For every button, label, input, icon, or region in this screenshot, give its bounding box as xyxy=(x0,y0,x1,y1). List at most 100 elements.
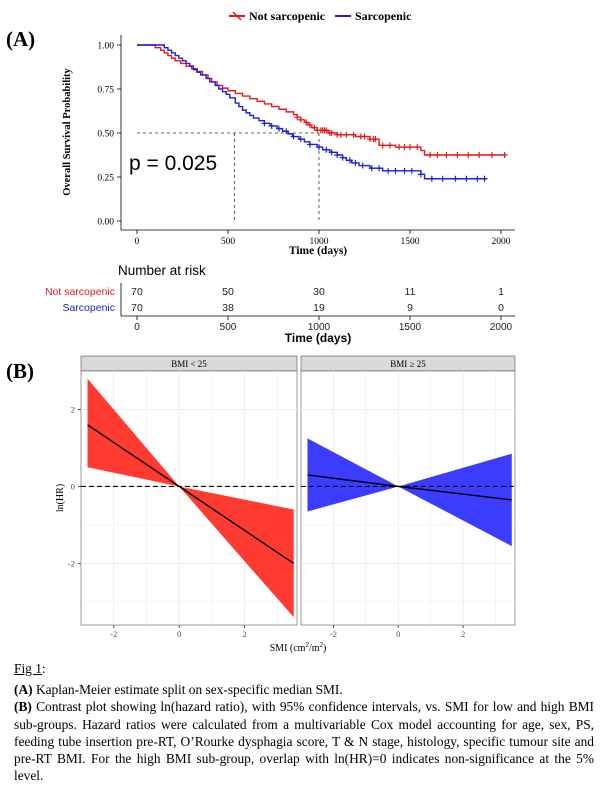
km-legend: Not sarcopenic Sarcopenic xyxy=(229,9,412,23)
risk-cell: 19 xyxy=(313,302,325,314)
censor-mark xyxy=(465,152,472,158)
km-x-tick-label: 1000 xyxy=(310,237,329,247)
risk-cell: 38 xyxy=(222,302,234,314)
censor-mark xyxy=(417,171,424,178)
risk-cell: 9 xyxy=(407,302,413,314)
censor-mark xyxy=(372,136,379,143)
censor-mark xyxy=(339,154,346,161)
caption-panel-a: (A) Kaplan-Meier estimate split on sex-s… xyxy=(14,681,594,698)
censor-mark xyxy=(454,152,461,158)
caption-fig-colon: : xyxy=(41,661,46,676)
facet-label-high-bmi: BMI ≥ 25 xyxy=(390,359,426,369)
risk-table-title: Number at risk xyxy=(118,263,206,278)
caption-fig-label: Fig 1 xyxy=(14,661,42,676)
legend-censor-not-sarcopenic xyxy=(232,11,242,21)
censor-mark xyxy=(396,144,403,151)
censor-mark xyxy=(352,159,359,166)
contrast-plot: BMI < 25 BMI ≥ 25 -2 0 2 -2 0 2 -2 0 2 ln(HR) SM… xyxy=(55,355,516,654)
censor-mark xyxy=(323,146,330,153)
censor-mark xyxy=(386,142,393,149)
censor-mark xyxy=(376,165,383,172)
km-x-axis-label: Time (days) xyxy=(289,245,347,257)
risk-x-axis-label: Time (days) xyxy=(285,331,351,345)
censor-mark xyxy=(350,131,357,138)
censor-mark xyxy=(379,142,386,149)
p-value-annotation: p = 0.025 xyxy=(129,152,217,175)
censor-mark xyxy=(361,133,368,140)
risk-row-label-not-sarcopenic: Not sarcopenic xyxy=(45,286,115,298)
panel-b-label: (B) xyxy=(6,359,34,383)
censor-mark xyxy=(401,167,408,174)
caption-b-text: Contrast plot showing ln(hazard ratio), … xyxy=(14,699,594,784)
risk-x-tick-label: 2000 xyxy=(490,322,513,333)
risk-cell: 70 xyxy=(131,286,143,298)
caption-a-label: (A) xyxy=(14,682,33,698)
censor-mark xyxy=(474,175,481,182)
km-y-ticks: 0.00 0.25 0.50 0.75 1.00 xyxy=(97,42,121,228)
contrast-x-tick-label: 0 xyxy=(396,629,400,639)
censor-mark xyxy=(294,114,301,121)
facet-label-low-bmi: BMI < 25 xyxy=(171,359,207,369)
censor-mark xyxy=(323,127,330,134)
risk-x-ticks: 0 500 1000 1500 2000 xyxy=(134,316,513,333)
caption-b-label: (B) xyxy=(14,699,32,715)
legend-label-not-sarcopenic: Not sarcopenic xyxy=(249,9,326,23)
km-y-tick-label: 0.00 xyxy=(97,218,114,228)
censor-mark xyxy=(334,152,341,158)
km-x-tick-label: 500 xyxy=(221,237,236,247)
km-y-tick-label: 0.50 xyxy=(97,130,114,140)
censor-mark xyxy=(488,152,495,158)
contrast-x-tick-label: -2 xyxy=(110,629,117,639)
censor-mark xyxy=(368,165,375,172)
censor-mark xyxy=(443,152,450,158)
contrast-x-tick-label: -2 xyxy=(330,629,337,639)
contrast-x-tick-label: 2 xyxy=(461,629,465,639)
km-plot: 0.00 0.25 0.50 0.75 1.00 0 500 1000 1500 2000 Ti… xyxy=(62,35,515,257)
censor-mark xyxy=(476,152,483,158)
caption-a-text: Kaplan-Meier estimate split on sex-speci… xyxy=(32,682,343,698)
risk-cell: 11 xyxy=(405,286,416,298)
risk-cells: 70 50 30 11 170 38 19 9 0 xyxy=(131,286,504,314)
contrast-y-tick-label: 2 xyxy=(71,404,75,414)
censor-mark xyxy=(306,122,313,129)
censor-mark xyxy=(303,119,310,126)
risk-x-tick-label: 500 xyxy=(220,322,237,333)
risk-x-tick-label: 1000 xyxy=(308,322,331,333)
confidence-band-low-bmi xyxy=(87,378,294,618)
km-y-axis-label: Overall Survival Probability xyxy=(62,67,73,195)
censor-mark xyxy=(452,175,459,182)
km-y-tick-label: 0.75 xyxy=(97,86,114,96)
risk-cell: 1 xyxy=(498,286,504,298)
censor-mark xyxy=(346,157,353,164)
contrast-x-tick-label: 0 xyxy=(177,629,181,639)
censor-mark xyxy=(439,175,446,182)
risk-row-label-sarcopenic: Sarcopenic xyxy=(62,302,115,314)
censor-mark xyxy=(328,130,335,136)
median-reference-lines xyxy=(137,132,320,221)
contrast-y-axis-label: ln(HR) xyxy=(55,484,66,512)
censor-mark xyxy=(316,144,322,151)
km-y-tick-label: 0.25 xyxy=(97,174,114,184)
censor-mark xyxy=(427,152,434,158)
contrast-x-tick-label: 2 xyxy=(243,629,247,639)
censor-mark xyxy=(414,144,421,151)
contrast-y-tick-label: -2 xyxy=(68,558,75,568)
km-x-tick-label: 0 xyxy=(135,237,140,247)
contrast-y-tick-label: 0 xyxy=(71,481,75,491)
risk-cell: 30 xyxy=(313,286,325,298)
censor-mark xyxy=(290,133,297,140)
confidence-band-high-bmi xyxy=(307,438,512,547)
censor-mark xyxy=(434,152,441,158)
contrast-x-axis-label: SMI (cm2/m2) xyxy=(270,641,327,654)
censor-mark xyxy=(392,167,399,174)
panel-a-label: (A) xyxy=(6,27,35,51)
risk-x-tick-label: 0 xyxy=(134,322,140,333)
risk-x-tick-label: 1500 xyxy=(399,322,422,333)
censor-mark xyxy=(297,116,304,123)
risk-cell: 50 xyxy=(222,286,234,298)
facet-content: -2 0 2 -2 0 2 -2 0 2 xyxy=(68,371,515,639)
censor-mark xyxy=(463,175,470,182)
censor-mark xyxy=(275,125,282,132)
censor-mark xyxy=(311,124,318,131)
censor-mark xyxy=(261,120,268,127)
